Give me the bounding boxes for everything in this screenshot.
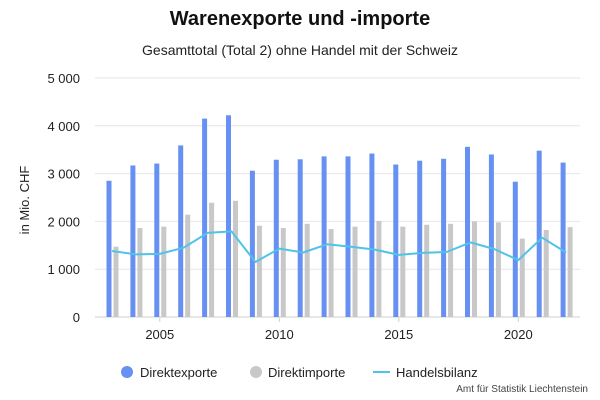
bar-direktexporte <box>393 164 399 317</box>
bar-direktimporte <box>519 238 525 317</box>
bar-direktimporte <box>280 228 286 317</box>
bar-direktexporte <box>273 159 279 317</box>
legend-marker-direktexporte <box>121 366 133 378</box>
bar-direktimporte <box>328 229 334 317</box>
legend-marker-direktimporte <box>250 366 262 378</box>
bar-direktimporte <box>161 226 167 317</box>
bar-direktimporte <box>352 226 358 317</box>
y-tick-label: 5 000 <box>47 71 80 86</box>
legend-label-handelsbilanz: Handelsbilanz <box>396 365 478 380</box>
bar-direktexporte <box>417 160 423 317</box>
bar-direktimporte <box>448 223 454 317</box>
bar-direktexporte <box>154 163 160 317</box>
series-handelsbilanz <box>111 230 567 263</box>
bar-direktexporte <box>202 118 208 317</box>
source-note: Amt für Statistik Liechtenstein <box>456 384 588 395</box>
x-tick-label: 2015 <box>384 327 413 342</box>
bar-direktimporte <box>137 228 143 317</box>
bar-direktimporte <box>256 225 262 317</box>
bar-direktimporte <box>424 224 430 317</box>
x-tick-label: 2010 <box>265 327 294 342</box>
bar-direktexporte <box>345 156 351 317</box>
bar-direktimporte <box>209 202 215 317</box>
bar-direktexporte <box>512 181 518 317</box>
bar-direktimporte <box>233 200 238 317</box>
bar-direktexporte <box>321 156 327 317</box>
bar-direktexporte <box>441 158 447 317</box>
bar-direktexporte <box>249 170 255 317</box>
bar-direktimporte <box>185 214 191 317</box>
y-tick-label: 4 000 <box>47 119 80 134</box>
x-tick-label: 2005 <box>145 327 174 342</box>
line-handelsbilanz <box>111 230 567 263</box>
legend-label-direktexporte: Direktexporte <box>140 365 217 380</box>
bar-direktexporte <box>178 145 184 317</box>
chart-title: Warenexporte und -importe <box>169 8 431 30</box>
bar-direktimporte <box>304 223 310 317</box>
y-tick-label: 1 000 <box>47 262 80 277</box>
x-tick-label: 2020 <box>504 327 533 342</box>
series-direktexporte <box>106 115 566 317</box>
y-tick-label: 2 000 <box>47 214 80 229</box>
bar-direktexporte <box>226 115 231 317</box>
bar-direktimporte <box>400 226 406 317</box>
bar-direktimporte <box>472 221 477 317</box>
bar-direktexporte <box>560 162 566 317</box>
y-axis-ticks: 0 1 000 2 000 3 000 4 000 5 000 <box>47 71 80 325</box>
bar-direktexporte <box>297 159 303 317</box>
legend: Direktexporte Direktimporte Handelsbilanz <box>121 365 478 380</box>
bar-direktexporte <box>488 154 494 317</box>
bar-direktexporte <box>369 153 375 317</box>
bar-direktexporte <box>130 165 136 317</box>
bar-direktexporte <box>465 146 470 317</box>
bar-direktimporte <box>113 246 119 317</box>
bar-direktexporte <box>106 180 112 317</box>
series-direktimporte <box>113 200 573 317</box>
bar-direktimporte <box>376 220 382 317</box>
legend-label-direktimporte: Direktimporte <box>268 365 345 380</box>
y-axis-label: in Mio. CHF <box>17 166 32 235</box>
grid-lines <box>95 77 580 318</box>
bar-direktimporte <box>495 222 501 317</box>
chart-subtitle: Gesamttotal (Total 2) ohne Handel mit de… <box>142 42 458 58</box>
y-tick-label: 0 <box>73 310 80 325</box>
bar-direktexporte <box>536 150 542 317</box>
bar-direktimporte <box>543 230 549 317</box>
y-tick-label: 3 000 <box>47 167 80 182</box>
x-axis-ticks: 2005 2010 2015 2020 <box>145 317 533 342</box>
bar-direktimporte <box>567 227 573 317</box>
